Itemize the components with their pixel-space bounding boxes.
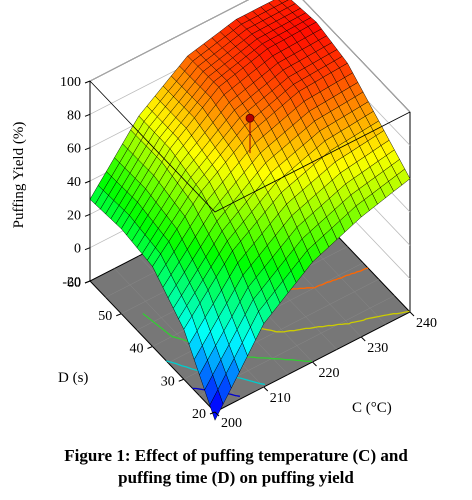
design-point bbox=[245, 113, 255, 123]
z-tick-label: 100 bbox=[60, 75, 81, 90]
figure-caption: Figure 1: Effect of puffing temperature … bbox=[0, 445, 472, 489]
x-tick-mark bbox=[214, 411, 220, 417]
y-tick-mark bbox=[178, 378, 184, 382]
z-tick-label: 60 bbox=[67, 142, 81, 157]
caption-line-2: puffing time (D) on puffing yield bbox=[118, 468, 354, 487]
surface-plot: -20 0 20 40 60 80 100 200 210 220 230 240 20 30 40 50 60… bbox=[11, 0, 437, 431]
x-tick-label: 240 bbox=[416, 316, 437, 331]
z-tick-mark bbox=[84, 147, 91, 151]
y-tick-label: 40 bbox=[130, 342, 144, 357]
design-point-marker bbox=[245, 113, 255, 154]
x-tick-label: 230 bbox=[367, 341, 388, 356]
x-tick-mark bbox=[263, 386, 269, 392]
z-tick-label: 80 bbox=[67, 108, 81, 123]
y-tick-mark bbox=[147, 346, 153, 349]
caption-line-1: Figure 1: Effect of puffing temperature … bbox=[64, 446, 408, 465]
z-tick-mark bbox=[84, 80, 91, 84]
z-tick-label: 0 bbox=[74, 242, 81, 257]
x-tick-label: 220 bbox=[319, 366, 340, 381]
z-tick-mark bbox=[84, 180, 91, 184]
y-tick-mark bbox=[116, 313, 122, 317]
z-tick-mark bbox=[84, 113, 91, 117]
z-tick-label: 20 bbox=[67, 208, 81, 223]
z-axis-label: Puffing Yield (%) bbox=[11, 122, 27, 229]
x-tick-label: 210 bbox=[270, 391, 291, 406]
x-tick-mark bbox=[360, 336, 366, 342]
y-tick-mark bbox=[84, 280, 91, 284]
y-axis-label: D (s) bbox=[58, 370, 88, 386]
y-tick-label: 30 bbox=[161, 374, 175, 389]
x-tick-mark bbox=[312, 361, 317, 367]
z-tick-mark bbox=[84, 213, 91, 217]
x-axis-label: C (°C) bbox=[352, 400, 392, 416]
y-tick-label: 50 bbox=[98, 309, 112, 324]
y-tick-label: 60 bbox=[67, 276, 81, 291]
response-surface bbox=[89, 0, 411, 421]
x-tick-mark bbox=[409, 311, 415, 317]
x-tick-label: 200 bbox=[221, 416, 242, 431]
box-top-front-edge bbox=[89, 80, 411, 213]
z-tick-label: -20 bbox=[62, 275, 81, 290]
y-tick-label: 20 bbox=[192, 407, 206, 422]
z-tick-mark bbox=[84, 247, 91, 251]
axis-ticks: -20 0 20 40 60 80 100 200 210 220 230 240 20 30 40 50 60 bbox=[60, 75, 437, 431]
z-tick-label: 40 bbox=[67, 175, 81, 190]
y-tick-mark bbox=[209, 411, 216, 415]
z-gridline bbox=[89, 0, 411, 113]
